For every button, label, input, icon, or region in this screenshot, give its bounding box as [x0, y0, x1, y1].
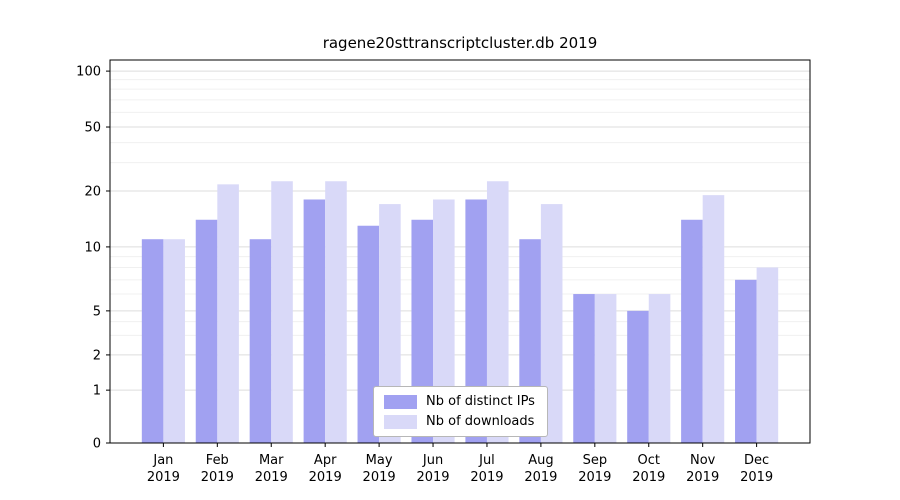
bar-distinct-ips — [735, 279, 757, 443]
y-tick-label: 10 — [84, 240, 101, 255]
bar-downloads — [271, 181, 293, 443]
bar-distinct-ips — [465, 199, 487, 443]
x-tick-label-month: Oct — [638, 453, 660, 468]
bar-distinct-ips — [141, 239, 164, 443]
bar-downloads — [540, 204, 563, 443]
x-tick-label-month: Feb — [206, 453, 229, 468]
x-tick-label-year: 2019 — [470, 470, 503, 485]
x-tick-label-month: Mar — [259, 453, 284, 468]
bar-distinct-ips — [303, 199, 326, 443]
bar-distinct-ips — [195, 219, 218, 443]
x-tick-label-year: 2019 — [740, 470, 773, 485]
y-tick-label: 100 — [76, 65, 101, 80]
bar-distinct-ips — [627, 310, 649, 443]
x-tick-label-month: Dec — [744, 453, 769, 468]
bar-downloads — [433, 199, 455, 443]
bar-downloads — [486, 181, 509, 443]
x-tick-label-year: 2019 — [147, 470, 180, 485]
x-tick-label-month: Sep — [583, 453, 608, 468]
legend-label-distinct-ips: Nb of distinct IPs — [426, 394, 535, 409]
bar-downloads — [163, 239, 185, 443]
x-tick-label-year: 2019 — [255, 470, 288, 485]
bar-downloads — [594, 294, 617, 443]
x-tick-label-month: Apr — [314, 453, 337, 468]
legend-label-downloads: Nb of downloads — [426, 414, 535, 429]
legend-item-distinct-ips: Nb of distinct IPs — [384, 394, 535, 409]
y-tick-label: 5 — [93, 304, 101, 319]
x-tick-label-month: Nov — [690, 453, 716, 468]
legend-item-downloads: Nb of downloads — [384, 414, 535, 429]
y-tick-label: 20 — [84, 184, 101, 199]
legend: Nb of distinct IPs Nb of downloads — [373, 386, 548, 437]
y-tick-label: 50 — [84, 121, 101, 136]
x-tick-label-year: 2019 — [578, 470, 611, 485]
bar-downloads — [217, 184, 239, 443]
legend-swatch-downloads — [384, 414, 417, 429]
bar-distinct-ips — [573, 294, 595, 443]
x-tick-label-year: 2019 — [524, 470, 557, 485]
chart-title: ragene20sttranscriptcluster.db 2019 — [322, 34, 598, 52]
x-tick-label-year: 2019 — [363, 470, 396, 485]
bar-downloads — [702, 195, 725, 443]
y-tick-label: 0 — [93, 437, 101, 452]
y-tick-label: 2 — [93, 348, 101, 363]
y-tick-label: 1 — [93, 384, 101, 399]
bar-downloads — [379, 204, 401, 443]
bar-downloads — [648, 294, 671, 443]
plot-border — [109, 59, 811, 444]
x-tick-label-month: Jul — [478, 453, 495, 468]
x-tick-label-month: Aug — [528, 453, 553, 468]
bar-distinct-ips — [249, 239, 272, 443]
bar-distinct-ips — [681, 219, 703, 443]
bar-downloads — [325, 181, 347, 443]
x-tick-label-year: 2019 — [201, 470, 234, 485]
x-tick-label-month: May — [366, 453, 393, 468]
x-tick-label-year: 2019 — [309, 470, 342, 485]
x-tick-label-year: 2019 — [686, 470, 719, 485]
x-tick-label-month: Jan — [152, 453, 173, 468]
x-tick-label-month: Jun — [422, 453, 443, 468]
bar-downloads — [756, 267, 779, 443]
x-tick-label-year: 2019 — [416, 470, 449, 485]
x-tick-label-year: 2019 — [632, 470, 665, 485]
legend-swatch-distinct-ips — [384, 394, 417, 409]
